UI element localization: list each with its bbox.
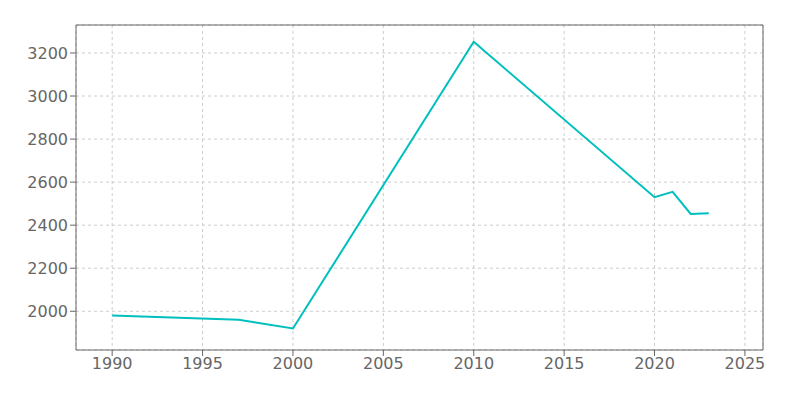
svg-text:2400: 2400 xyxy=(27,216,68,235)
svg-text:2010: 2010 xyxy=(453,354,494,373)
svg-text:1995: 1995 xyxy=(182,354,223,373)
svg-text:2000: 2000 xyxy=(27,302,68,321)
svg-text:2005: 2005 xyxy=(363,354,404,373)
svg-text:3200: 3200 xyxy=(27,44,68,63)
svg-text:2025: 2025 xyxy=(725,354,766,373)
svg-text:2015: 2015 xyxy=(544,354,585,373)
svg-text:2600: 2600 xyxy=(27,173,68,192)
svg-text:2000: 2000 xyxy=(273,354,314,373)
svg-text:2800: 2800 xyxy=(27,130,68,149)
svg-text:1990: 1990 xyxy=(92,354,133,373)
svg-text:3000: 3000 xyxy=(27,87,68,106)
svg-text:2200: 2200 xyxy=(27,259,68,278)
svg-text:2020: 2020 xyxy=(634,354,675,373)
